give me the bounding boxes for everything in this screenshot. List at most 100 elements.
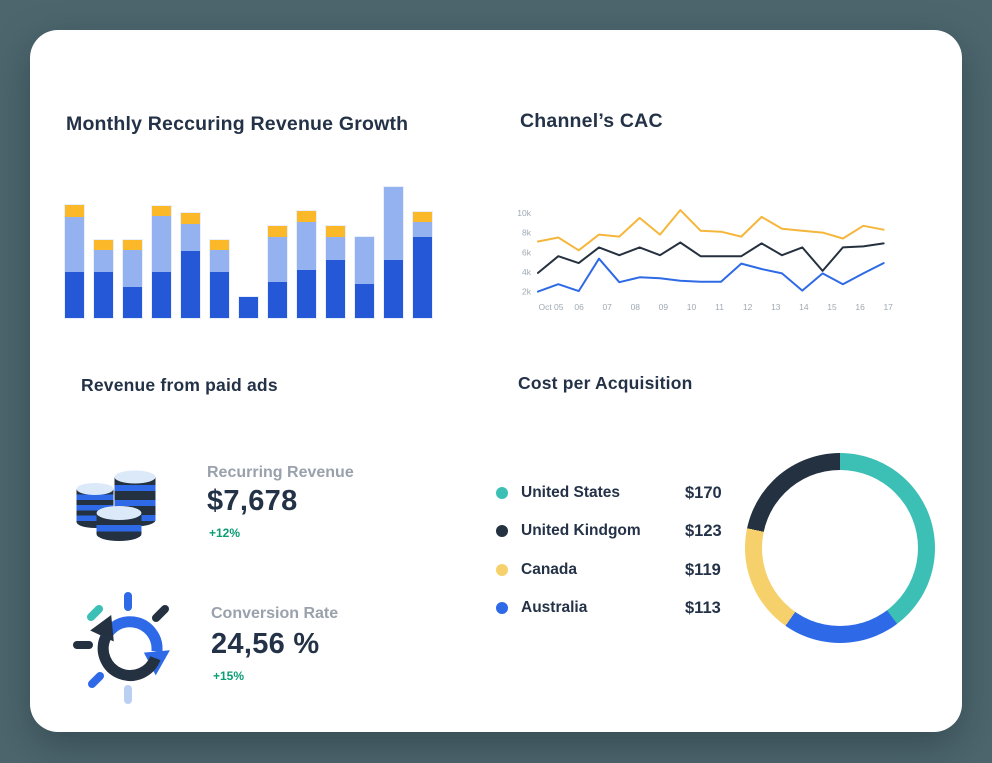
legend-row-australia: Australia $113	[496, 598, 746, 618]
bar-segment-top-yellow	[65, 205, 84, 217]
bar-segment-base-dark-blue	[355, 284, 374, 318]
bar-column	[384, 187, 403, 318]
conversion-rate-label: Conversion Rate	[211, 605, 339, 622]
cac-line-chart: 10k 8k 6k 4k 2k Oct 05 06 07 08 09 10 11 12 13 14 15 16 1…	[517, 208, 893, 312]
bar-column	[152, 206, 171, 318]
bar-segment-mid-light-blue	[94, 250, 113, 272]
canada-value: $119	[685, 560, 721, 579]
bar-column	[355, 237, 374, 318]
y-axis-tick-label: 2k	[522, 287, 532, 297]
bar-column	[65, 205, 84, 318]
australia-label: Australia	[521, 599, 588, 616]
bar-segment-mid-light-blue	[355, 237, 374, 284]
united-states-dot-icon	[496, 487, 508, 499]
bar-segment-mid-light-blue	[268, 237, 287, 282]
bar-segment-top-yellow	[413, 212, 432, 222]
bar-segment-top-yellow	[94, 240, 113, 250]
bar-segment-base-dark-blue	[239, 297, 258, 318]
bar-segment-top-yellow	[268, 226, 287, 237]
cpa-donut-chart	[745, 453, 935, 643]
bar-segment-top-yellow	[152, 206, 171, 216]
bar-column	[94, 240, 113, 318]
mrr-growth-title: Monthly Reccuring Revenue Growth	[66, 113, 409, 135]
cac-series-yellow-line	[537, 209, 885, 252]
bar-column	[413, 212, 432, 318]
x-axis-tick-label: 13	[771, 302, 781, 312]
sync-icon	[73, 592, 170, 704]
legend-row-canada: Canada $119	[496, 560, 746, 580]
united-states-value: $170	[685, 483, 722, 502]
legend-row-united-states: United States $170	[496, 483, 746, 503]
bar-segment-base-dark-blue	[94, 272, 113, 318]
x-axis-tick-label: 07	[602, 302, 612, 312]
legend-row-united-kindgom: United Kindgom $123	[496, 521, 746, 541]
x-axis-tick-label: Oct 05	[538, 302, 563, 312]
x-axis-tick-label: 17	[883, 302, 893, 312]
bar-segment-base-dark-blue	[384, 260, 403, 318]
bar-segment-mid-light-blue	[152, 216, 171, 272]
bar-segment-base-dark-blue	[268, 282, 287, 318]
united-kindgom-label: United Kindgom	[521, 522, 641, 539]
bar-segment-mid-light-blue	[413, 222, 432, 237]
bar-segment-top-yellow	[297, 211, 316, 222]
conversion-rate-value: 24,56 %	[211, 628, 320, 660]
recurring-revenue-label: Recurring Revenue	[207, 464, 354, 481]
paid-ads-title: Revenue from paid ads	[81, 375, 278, 395]
bar-segment-mid-light-blue	[181, 224, 200, 251]
bar-column	[239, 297, 258, 318]
x-axis-tick-label: 15	[827, 302, 837, 312]
bar-segment-base-dark-blue	[65, 272, 84, 318]
bar-column	[181, 213, 200, 318]
bar-segment-top-yellow	[210, 240, 229, 250]
recurring-revenue-delta: +12%	[209, 526, 241, 540]
bar-segment-base-dark-blue	[181, 251, 200, 318]
bar-segment-mid-light-blue	[326, 237, 345, 260]
conversion-rate-delta: +15%	[213, 669, 245, 683]
bar-column	[210, 240, 229, 318]
y-axis-tick-label: 10k	[517, 208, 531, 218]
bar-segment-mid-light-blue	[384, 187, 403, 260]
bar-segment-mid-light-blue	[297, 222, 316, 270]
australia-value: $113	[685, 598, 721, 617]
x-axis-tick-label: 09	[659, 302, 669, 312]
y-axis-tick-label: 4k	[522, 267, 532, 277]
mrr-stacked-bar-chart	[65, 182, 443, 318]
bar-segment-base-dark-blue	[326, 260, 345, 318]
dashboard-card: Monthly Reccuring Revenue Growth Channel…	[30, 30, 962, 732]
bar-segment-base-dark-blue	[152, 272, 171, 318]
x-axis-tick-label: 12	[743, 302, 753, 312]
bar-segment-base-dark-blue	[413, 237, 432, 318]
canada-dot-icon	[496, 564, 508, 576]
bar-segment-top-yellow	[123, 240, 142, 250]
bar-column	[326, 226, 345, 318]
cpa-title: Cost per Acquisition	[518, 373, 693, 393]
x-axis-tick-label: 06	[574, 302, 584, 312]
recurring-revenue-value: $7,678	[207, 485, 298, 517]
bar-segment-top-yellow	[181, 213, 200, 224]
x-axis-tick-label: 10	[687, 302, 697, 312]
x-axis-tick-label: 11	[715, 302, 724, 312]
australia-dot-icon	[496, 602, 508, 614]
cac-series-blue-line	[537, 257, 885, 293]
y-axis-tick-label: 6k	[522, 247, 532, 257]
bar-segment-mid-light-blue	[65, 217, 84, 272]
bar-column	[268, 226, 287, 318]
bar-column	[123, 240, 142, 318]
y-axis-tick-label: 8k	[522, 228, 532, 238]
x-axis-tick-label: 14	[799, 302, 809, 312]
cac-series-navy-line	[537, 241, 885, 274]
bar-segment-mid-light-blue	[210, 250, 229, 272]
coins-icon	[76, 470, 156, 541]
x-axis-tick-label: 08	[631, 302, 641, 312]
united-kindgom-dot-icon	[496, 525, 508, 537]
x-axis-tick-label: 16	[855, 302, 865, 312]
united-kindgom-value: $123	[685, 521, 722, 540]
bar-segment-base-dark-blue	[210, 272, 229, 318]
cac-title: Channel’s CAC	[520, 110, 663, 132]
united-states-label: United States	[521, 484, 621, 501]
canada-label: Canada	[521, 561, 577, 578]
bar-column	[297, 211, 316, 318]
bar-segment-base-dark-blue	[297, 270, 316, 318]
bar-segment-top-yellow	[326, 226, 345, 237]
bar-segment-mid-light-blue	[123, 250, 142, 287]
